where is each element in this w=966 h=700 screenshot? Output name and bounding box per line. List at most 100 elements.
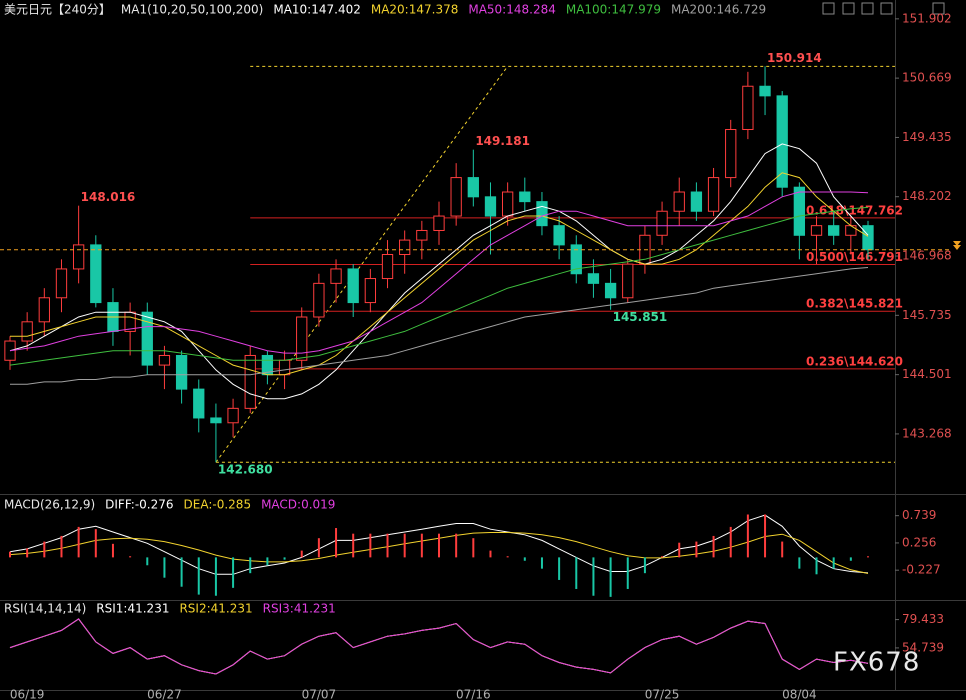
candle-body (810, 225, 823, 236)
y-tick-label: 0.739 (902, 508, 936, 522)
y-tick-label: 148.202 (902, 189, 952, 203)
watermark: FX678 (833, 648, 920, 678)
y-tick-label: 143.268 (902, 426, 952, 440)
legend-entry: RSI2:41.231 (179, 602, 252, 616)
legend-entry: MA50:148.284 (468, 3, 556, 17)
y-tick-label: 144.501 (902, 367, 952, 381)
x-tick-label: 07/07 (302, 688, 337, 700)
candle-body (296, 316, 308, 361)
panel-title: 美元日元【240分】 (4, 3, 111, 17)
candle-body (725, 129, 737, 179)
y-tick-label: 0.256 (902, 535, 936, 549)
candle-body (364, 278, 377, 304)
candle-body (90, 244, 102, 304)
candle-body (759, 85, 771, 97)
fib-level-label: 0.618\147.762 (806, 203, 903, 217)
candle-body (433, 215, 445, 231)
legend-entry: DIFF:-0.276 (105, 498, 173, 512)
candle-body (227, 407, 239, 424)
button-icon[interactable] (932, 2, 945, 15)
x-tick-label: 06/19 (10, 688, 45, 700)
candle-body (141, 311, 153, 366)
series-line (9, 143, 869, 400)
legend-entry: DEA:-0.285 (184, 498, 252, 512)
candle-body (793, 186, 806, 236)
price-marker (953, 241, 961, 250)
series-line (9, 206, 869, 366)
price-annotation: 148.016 (81, 190, 136, 204)
candle-body (519, 191, 531, 203)
x-tick-label: 07/16 (456, 688, 491, 700)
price-annotation: 149.181 (475, 134, 530, 148)
candle-body (416, 229, 428, 241)
y-tick-label: 149.435 (902, 130, 952, 144)
fib-level-label: 0.236\144.620 (806, 354, 903, 368)
candle-body (21, 321, 33, 342)
candle-body (776, 95, 788, 188)
y-tick-label: 151.902 (902, 11, 952, 25)
y-tick-label: 145.735 (902, 308, 952, 322)
candle-body (313, 282, 325, 318)
candle-body (742, 85, 754, 131)
candle-body (845, 225, 857, 236)
x-tick-label: 06/27 (147, 688, 182, 700)
candle-body (38, 297, 50, 323)
window-buttons (822, 2, 945, 15)
candle-body (330, 268, 342, 284)
candle-body (450, 177, 462, 217)
legend-entry: RSI3:41.231 (263, 602, 336, 616)
candle-body (244, 354, 256, 409)
candle-body (673, 191, 685, 212)
candle-body (72, 244, 85, 270)
button-icon[interactable] (880, 2, 893, 15)
candle-body (570, 244, 582, 275)
legend-entry: MA20:147.378 (371, 3, 459, 17)
button-icon[interactable] (861, 2, 874, 15)
legend-entry: MA200:146.729 (671, 3, 766, 17)
y-tick-label: 146.968 (902, 249, 952, 263)
fib-level-label: 0.382\145.821 (806, 297, 903, 311)
candle-body (622, 263, 634, 299)
legend-entry: MA10:147.402 (273, 3, 361, 17)
legend-entry: MACD:0.019 (261, 498, 335, 512)
candle-body (467, 177, 479, 198)
button-icon[interactable] (822, 2, 835, 15)
series-line (10, 267, 869, 385)
price-annotation: 145.851 (613, 310, 668, 324)
candle-body (690, 191, 703, 212)
panel-title: MACD(26,12,9) (4, 498, 95, 512)
candle-body (707, 177, 720, 212)
candle-body (158, 354, 171, 366)
candle-body (193, 388, 205, 419)
button-icon[interactable] (842, 2, 855, 15)
fib-level-label: 0.500\146.791 (806, 250, 903, 264)
candle-body (553, 225, 565, 246)
series-line (9, 618, 869, 675)
candle-body (828, 225, 840, 236)
candle-body (55, 268, 68, 299)
candle-body (210, 417, 222, 424)
series-line (9, 514, 869, 575)
y-tick-label: 150.669 (902, 71, 952, 85)
legend-entry: RSI1:41.231 (96, 602, 169, 616)
candle-body (381, 254, 394, 280)
candle-body (536, 201, 548, 227)
candle-body (347, 268, 359, 304)
series-line (9, 191, 869, 354)
candle-body (587, 273, 600, 284)
x-tick-label: 07/25 (645, 688, 680, 700)
candle-body (862, 225, 874, 251)
legend-entry: MA100:147.979 (566, 3, 661, 17)
candle-body (604, 282, 617, 299)
legend-title: MA1(10,20,50,100,200) (121, 3, 263, 17)
x-tick-label: 08/04 (782, 688, 817, 700)
candle-body (656, 210, 668, 236)
candle-body (399, 239, 411, 256)
price-annotation: 150.914 (767, 51, 822, 65)
y-tick-label: 54.739 (902, 640, 944, 654)
panel-title: RSI(14,14,14) (4, 602, 86, 616)
candle-body (484, 196, 497, 217)
